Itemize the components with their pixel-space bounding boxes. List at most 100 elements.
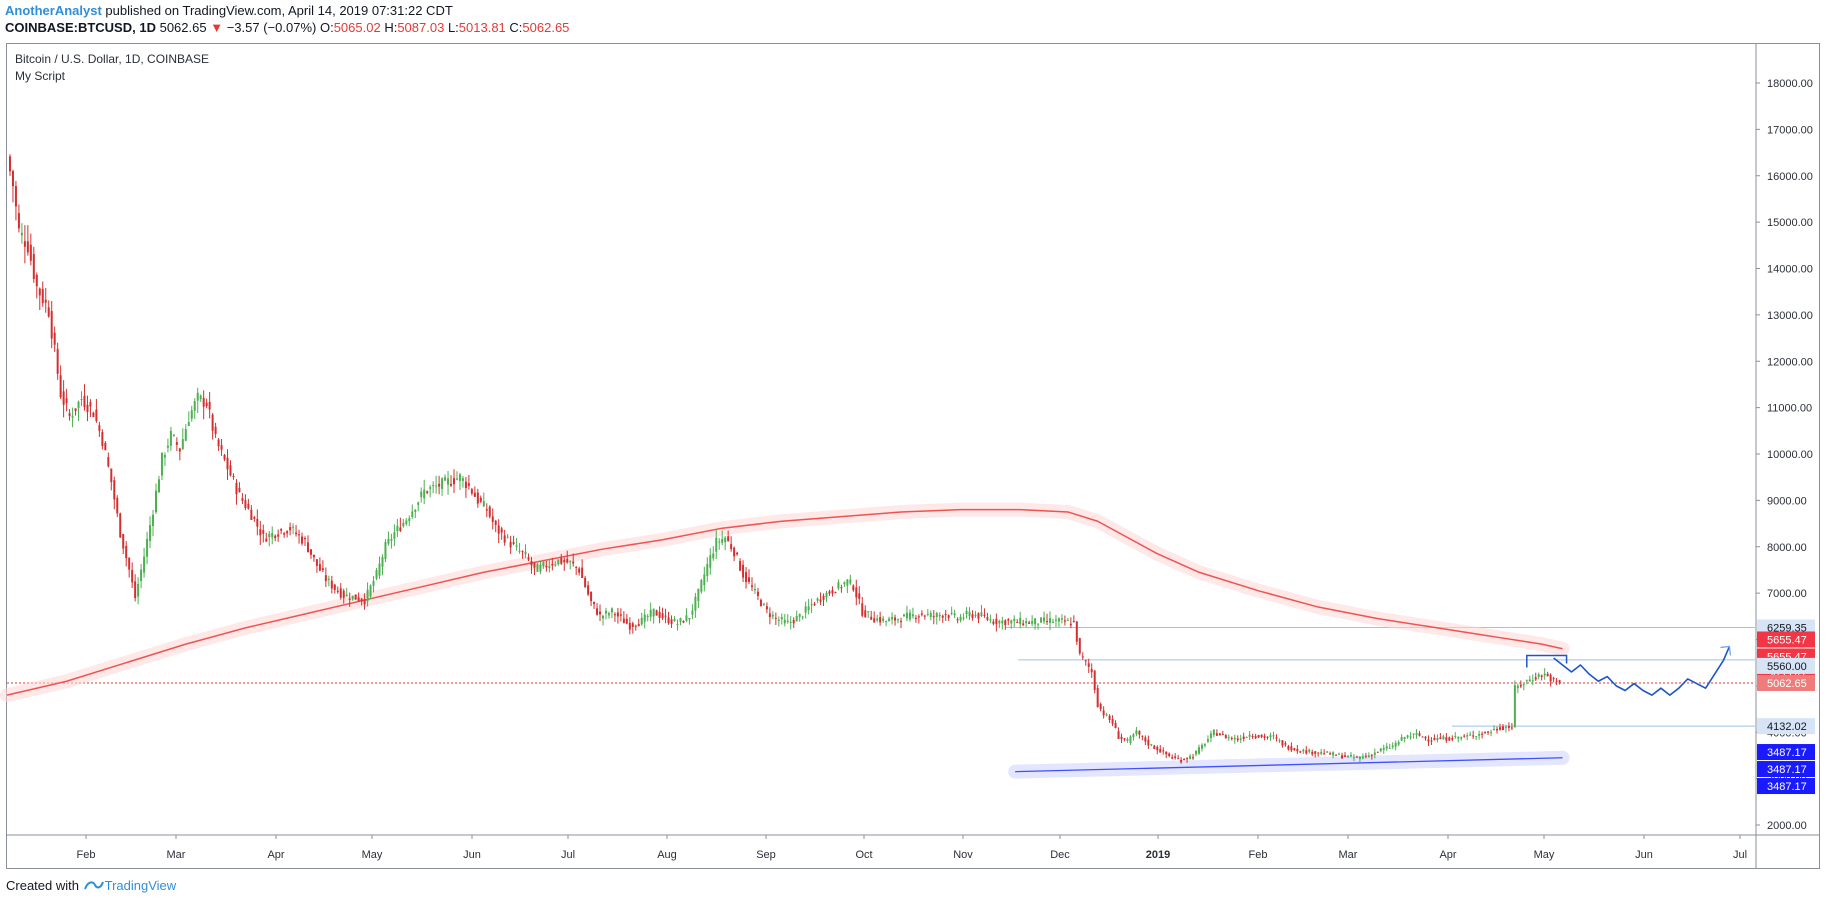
- candle-body: [217, 439, 220, 447]
- candle: [256, 509, 259, 536]
- candle: [530, 557, 533, 574]
- candle-body: [1498, 727, 1501, 730]
- candle-body: [1418, 733, 1421, 736]
- candle: [640, 612, 643, 626]
- candle: [1198, 744, 1200, 755]
- candle: [846, 579, 849, 594]
- candle-body: [1552, 678, 1555, 680]
- candle: [411, 504, 414, 519]
- candle-body: [1314, 751, 1317, 754]
- candle-body: [363, 598, 366, 605]
- candle: [1063, 615, 1066, 626]
- candle: [205, 398, 208, 409]
- candle: [756, 587, 759, 601]
- candle: [17, 204, 20, 233]
- candle-body: [1332, 752, 1335, 756]
- candle-body: [360, 598, 363, 602]
- projection-arrow-icon: [1720, 645, 1732, 656]
- candle-body: [1367, 755, 1370, 757]
- price-tick-label: 16000.00: [1767, 171, 1813, 183]
- chart-frame[interactable]: [6, 43, 1820, 869]
- candle-body: [1162, 750, 1165, 752]
- candle-body: [786, 620, 789, 622]
- candle: [1111, 715, 1114, 727]
- candle: [405, 518, 408, 526]
- tradingview-brand[interactable]: TradingView: [104, 878, 177, 893]
- candle-body: [1013, 618, 1016, 622]
- candle: [661, 607, 664, 621]
- candle: [947, 614, 950, 622]
- candle-body: [107, 457, 110, 467]
- candle-body: [584, 577, 587, 587]
- candle-body: [381, 557, 384, 567]
- candle: [137, 577, 140, 605]
- candle: [1403, 736, 1406, 743]
- candle: [1320, 748, 1323, 756]
- candle-body: [429, 487, 432, 489]
- candle: [935, 611, 938, 625]
- candle: [1418, 731, 1421, 737]
- candle: [208, 391, 211, 419]
- candle-body: [533, 562, 536, 568]
- candle-body: [453, 478, 455, 485]
- candle: [515, 537, 518, 551]
- candle: [292, 523, 295, 535]
- tradingview-logo-icon: [83, 878, 105, 895]
- candle: [372, 575, 375, 593]
- candle: [1215, 729, 1218, 736]
- candle: [444, 474, 447, 482]
- candle: [634, 624, 637, 631]
- candle: [1358, 755, 1361, 763]
- candle-body: [1549, 674, 1552, 682]
- candle: [795, 610, 798, 622]
- candle: [1496, 726, 1498, 734]
- candle: [521, 550, 524, 559]
- candle: [1263, 733, 1266, 741]
- candle-body: [479, 497, 482, 502]
- candle: [464, 476, 467, 498]
- candle: [1388, 743, 1391, 749]
- price-tag-label: 4132.02: [1767, 721, 1807, 733]
- price-tick-label: 8000.00: [1767, 542, 1807, 554]
- candle-body: [1236, 738, 1239, 741]
- candle: [783, 613, 786, 627]
- resistance-bracket: [1526, 654, 1568, 668]
- candle-body: [1361, 756, 1364, 759]
- candle: [461, 475, 464, 488]
- candle-body: [897, 619, 900, 621]
- candle: [1397, 740, 1400, 747]
- candle-body: [1326, 751, 1329, 753]
- author-link[interactable]: AnotherAnalyst: [5, 3, 102, 18]
- ma-line: [6, 508, 1563, 696]
- candle-body: [250, 509, 253, 520]
- candle-body: [962, 617, 965, 619]
- candle-body: [205, 402, 208, 407]
- candle: [318, 557, 321, 572]
- candle-body: [455, 478, 458, 480]
- candle: [953, 609, 956, 619]
- candle-body: [295, 532, 298, 535]
- candle: [1478, 730, 1481, 740]
- candle-body: [1034, 618, 1037, 625]
- candle: [819, 592, 822, 606]
- candle-body: [1439, 737, 1442, 740]
- candle: [524, 544, 527, 559]
- candle: [146, 531, 149, 565]
- candle: [1060, 614, 1063, 624]
- candle-body: [14, 186, 17, 207]
- candle-body: [1078, 638, 1081, 654]
- legend-script[interactable]: My Script: [15, 69, 66, 83]
- candle-body: [1352, 757, 1355, 759]
- candle-body: [512, 542, 515, 544]
- candle: [932, 610, 935, 625]
- price-tag: 4132.02: [1757, 718, 1815, 735]
- candle: [1031, 615, 1034, 627]
- candle-body: [1522, 684, 1525, 686]
- candle: [119, 512, 122, 539]
- candle: [348, 592, 351, 607]
- candle: [539, 560, 542, 575]
- candle: [554, 561, 557, 567]
- candle-body: [1111, 719, 1114, 724]
- candle: [143, 547, 146, 578]
